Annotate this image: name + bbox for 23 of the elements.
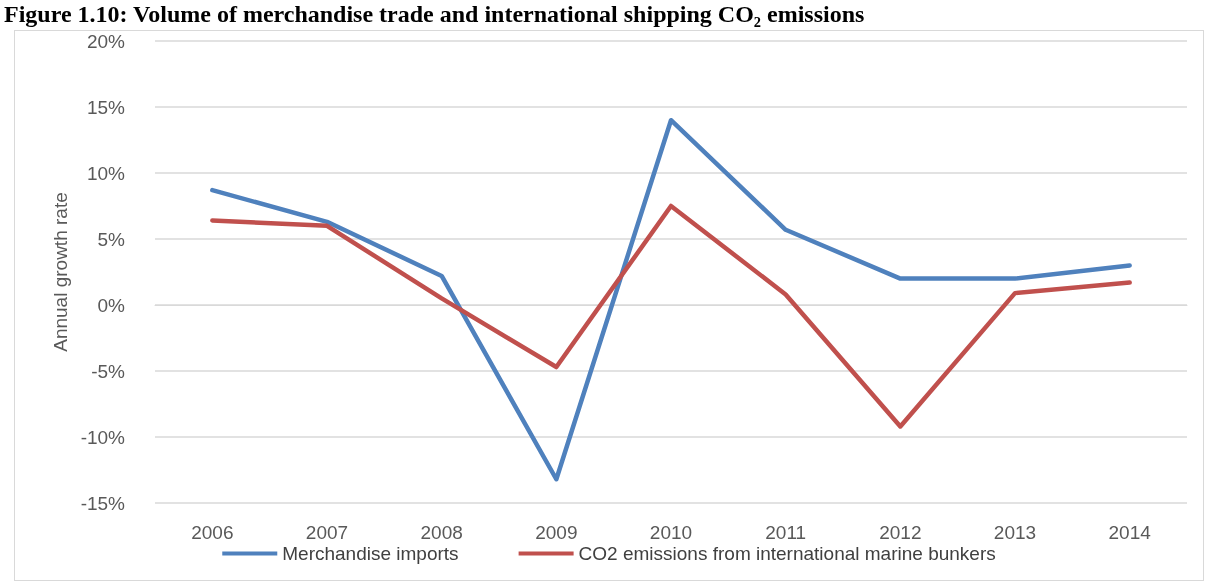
x-tick-label: 2007 xyxy=(305,522,349,543)
x-tick-label: 2014 xyxy=(1108,522,1152,543)
x-tick-label: 2012 xyxy=(879,522,922,543)
y-tick-label: 5% xyxy=(97,228,126,250)
legend-label: CO2 emissions from international marine bunkers xyxy=(578,543,996,564)
chart-title: Figure 1.10: Volume of merchandise trade and international shipping CO₂ emissions xyxy=(3,0,866,29)
y-tick-label: 20% xyxy=(86,30,126,52)
line-series xyxy=(210,203,1132,429)
x-tick-label: 2011 xyxy=(765,522,807,543)
x-tick-label: 2013 xyxy=(993,522,1037,543)
x-tick-label: 2006 xyxy=(191,522,234,543)
y-tick-label: 15% xyxy=(86,96,126,118)
line-series xyxy=(210,117,1132,482)
y-tick-label: -5% xyxy=(91,360,126,382)
x-tick-label: 2009 xyxy=(535,522,578,543)
y-tick-label: -15% xyxy=(80,492,126,514)
legend-label: Merchandise imports xyxy=(282,543,459,564)
y-axis-title: Annual growth rate xyxy=(49,192,71,352)
y-tick-label: 10% xyxy=(86,162,126,184)
y-tick-label: -10% xyxy=(80,426,126,448)
x-tick-label: 2008 xyxy=(420,522,463,543)
x-tick-label: 2010 xyxy=(649,522,693,543)
y-tick-label: 0% xyxy=(97,294,126,316)
